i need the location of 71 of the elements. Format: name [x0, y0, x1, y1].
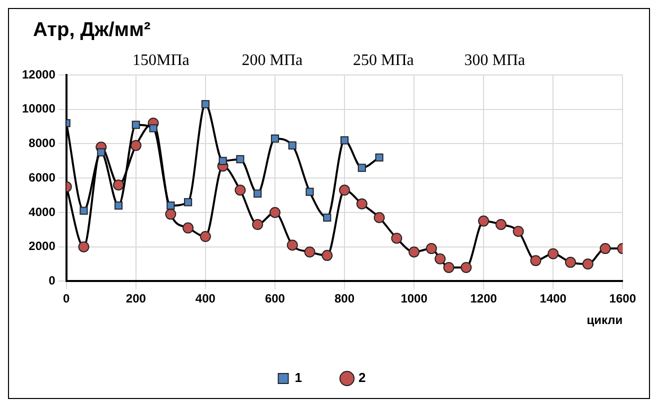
point — [114, 202, 123, 210]
point — [234, 184, 246, 196]
point — [304, 246, 316, 258]
x-tick-label: 800 — [334, 292, 355, 306]
x-axis-title: цикли — [586, 313, 623, 328]
x-tick-label: 1200 — [470, 292, 498, 306]
point — [391, 232, 402, 244]
point — [78, 241, 90, 252]
point — [165, 208, 176, 220]
x-tick-label: 200 — [126, 292, 146, 306]
y-tick-label: 6000 — [28, 170, 56, 184]
y-tick-label: 12000 — [22, 67, 56, 82]
point — [478, 216, 490, 227]
point — [130, 140, 142, 151]
text: 300 МПа — [464, 52, 526, 70]
point — [149, 124, 158, 132]
point — [408, 246, 420, 258]
x-tick-label: 1000 — [400, 292, 428, 306]
point — [460, 262, 472, 273]
point — [132, 120, 140, 129]
point — [270, 134, 280, 143]
y-axis-title: Атр, Дж/мм² — [33, 19, 151, 42]
point — [97, 148, 106, 156]
y-tick-label: 10000 — [22, 102, 56, 116]
point — [218, 156, 227, 165]
point — [600, 243, 611, 254]
point — [582, 258, 594, 270]
point — [374, 212, 385, 224]
point — [201, 100, 210, 108]
point — [182, 222, 194, 234]
text: 250 МПа — [353, 52, 414, 70]
point — [443, 262, 454, 273]
point — [236, 155, 244, 164]
point — [426, 243, 437, 254]
legend-label: 2 — [358, 370, 366, 386]
point — [340, 136, 349, 144]
point — [254, 190, 262, 198]
point — [339, 184, 350, 196]
x-tick-label: 400 — [195, 292, 216, 306]
point — [269, 206, 280, 218]
point — [375, 153, 384, 162]
x-tick-label: 600 — [264, 292, 286, 306]
point — [530, 255, 542, 266]
point — [565, 256, 576, 268]
point — [288, 141, 296, 150]
point — [322, 250, 333, 261]
legend-label: 1 — [294, 370, 302, 386]
point — [323, 214, 332, 222]
text: 150МПа — [132, 52, 190, 70]
text: 200 МПа — [242, 52, 303, 70]
point — [512, 226, 524, 237]
point — [113, 179, 124, 190]
y-tick-label: 4000 — [28, 204, 56, 219]
point — [166, 202, 175, 210]
x-tick-label: 0 — [63, 292, 70, 306]
point — [286, 240, 298, 251]
point — [495, 218, 506, 230]
x-tick-label: 1600 — [609, 292, 636, 306]
point — [434, 253, 446, 264]
point — [358, 164, 366, 172]
y-tick-label: 0 — [48, 274, 56, 288]
point — [80, 206, 88, 215]
y-tick-label: 8000 — [28, 136, 56, 150]
point — [548, 248, 559, 260]
point — [184, 198, 192, 206]
x-tick-label: 1400 — [540, 292, 567, 306]
point — [306, 188, 314, 196]
point — [200, 231, 211, 242]
point — [356, 198, 368, 210]
point — [252, 218, 264, 230]
y-tick-label: 2000 — [28, 239, 56, 254]
